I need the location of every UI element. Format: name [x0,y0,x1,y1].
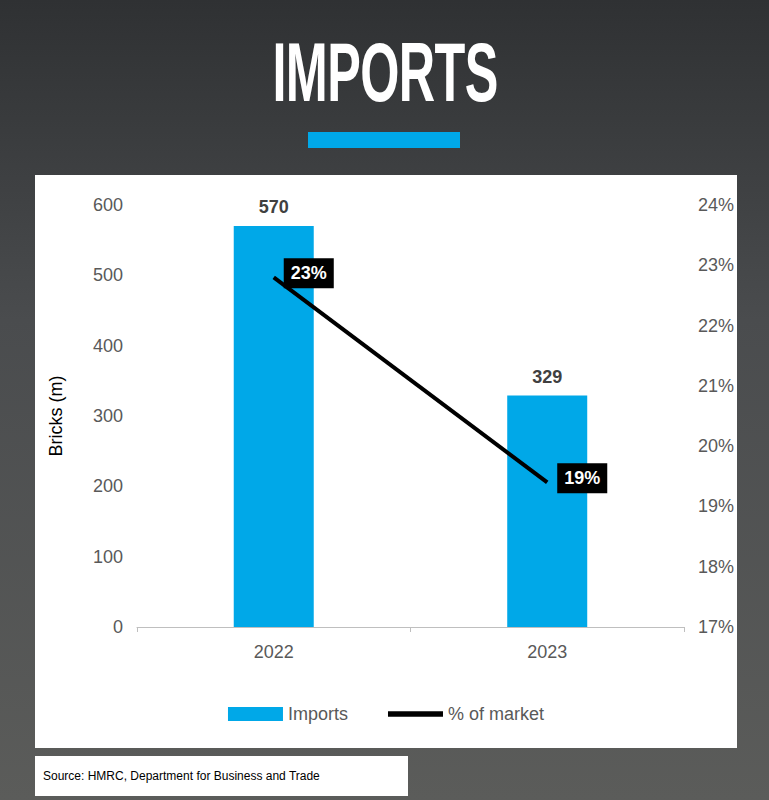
svg-text:2023: 2023 [527,642,567,662]
svg-text:570: 570 [259,197,289,217]
svg-text:200: 200 [93,476,123,496]
svg-text:22%: 22% [698,316,734,336]
svg-text:19%: 19% [564,468,600,488]
svg-text:300: 300 [93,406,123,426]
svg-text:100: 100 [93,547,123,567]
html-text:IMPORTS: IMPORTS [272,25,498,119]
svg-text:600: 600 [93,195,123,215]
html-text:Source: HMRC, Department for B: Source: HMRC, Department for Business an… [43,769,320,783]
svg-text:Bricks (m): Bricks (m) [46,376,66,457]
svg-text:19%: 19% [698,496,734,516]
svg-text:23%: 23% [698,255,734,275]
svg-text:400: 400 [93,336,123,356]
svg-text:18%: 18% [698,557,734,577]
svg-text:24%: 24% [698,195,734,215]
svg-text:23%: 23% [291,263,327,283]
svg-text:17%: 17% [698,617,734,637]
svg-text:20%: 20% [698,436,734,456]
svg-text:% of market: % of market [448,704,544,724]
svg-text:2022: 2022 [254,642,294,662]
svg-text:Imports: Imports [288,704,348,724]
svg-text:329: 329 [532,367,562,387]
svg-text:21%: 21% [698,376,734,396]
svg-text:500: 500 [93,265,123,285]
svg-text:0: 0 [113,617,123,637]
